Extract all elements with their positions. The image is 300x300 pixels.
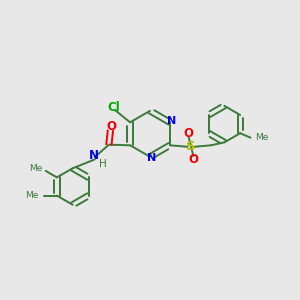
Text: O: O [184, 127, 194, 140]
Text: Me: Me [29, 164, 42, 173]
Text: S: S [186, 140, 196, 153]
Text: N: N [147, 153, 156, 163]
Text: O: O [106, 120, 116, 133]
Text: H: H [99, 158, 107, 169]
Text: N: N [88, 149, 99, 162]
Text: O: O [188, 153, 198, 166]
Text: Me: Me [25, 191, 39, 200]
Text: N: N [167, 116, 176, 126]
Text: Me: Me [256, 133, 269, 142]
Text: Cl: Cl [107, 101, 120, 114]
